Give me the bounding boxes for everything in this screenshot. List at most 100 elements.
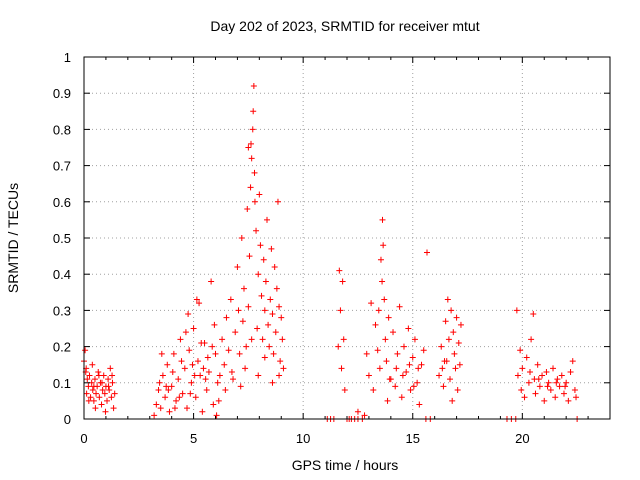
data-point	[336, 267, 343, 274]
data-point	[411, 336, 418, 343]
data-point	[273, 285, 280, 292]
data-point	[527, 368, 534, 375]
data-point	[341, 387, 348, 394]
data-point	[451, 350, 458, 357]
data-point	[238, 235, 245, 241]
y-tick-label: 0.3	[53, 303, 71, 318]
data-point	[186, 347, 193, 354]
data-point	[545, 379, 552, 386]
data-point	[441, 358, 448, 365]
data-point	[184, 405, 191, 412]
data-point	[266, 343, 273, 350]
y-tick-label: 0.6	[53, 195, 71, 210]
data-point	[376, 365, 383, 372]
data-point	[375, 307, 382, 314]
data-point	[403, 368, 410, 375]
y-tick-label: 0.4	[53, 267, 71, 282]
data-point	[107, 365, 114, 372]
data-point	[105, 383, 112, 390]
data-point	[91, 376, 98, 383]
data-point	[370, 387, 377, 394]
data-point	[530, 311, 537, 318]
data-point	[232, 329, 239, 336]
data-point	[200, 365, 207, 372]
data-point	[261, 354, 268, 361]
data-point	[227, 296, 234, 303]
data-point	[244, 206, 251, 213]
data-point	[165, 387, 172, 394]
data-point	[340, 336, 347, 343]
data-point	[175, 376, 182, 383]
data-point	[99, 387, 106, 394]
data-point	[162, 394, 169, 401]
data-point	[368, 300, 375, 307]
data-point	[236, 350, 243, 357]
data-point	[386, 376, 393, 383]
data-point	[442, 318, 449, 325]
data-point	[95, 372, 102, 379]
data-point	[111, 390, 118, 397]
data-point	[535, 376, 542, 383]
y-tick-label: 0.5	[53, 231, 71, 246]
data-point	[248, 140, 255, 147]
data-point	[445, 336, 452, 343]
data-point	[193, 296, 200, 303]
data-point	[416, 401, 423, 408]
data-point	[188, 379, 195, 386]
data-point	[406, 361, 413, 368]
data-point	[361, 412, 368, 419]
data-point	[280, 365, 287, 372]
data-point	[547, 387, 554, 394]
data-point	[239, 318, 246, 325]
data-point	[90, 383, 97, 390]
data-point	[365, 372, 372, 379]
data-point	[456, 361, 463, 368]
data-point	[176, 394, 183, 401]
data-point	[372, 321, 379, 328]
data-point	[383, 358, 390, 365]
x-axis-label: GPS time / hours	[292, 457, 399, 473]
data-point	[379, 278, 386, 285]
data-point	[155, 387, 162, 394]
data-points	[81, 82, 581, 422]
data-point	[382, 336, 389, 343]
y-tick-label: 1	[64, 50, 71, 65]
data-point	[182, 329, 189, 336]
data-point	[248, 336, 255, 343]
data-point	[398, 394, 405, 401]
data-point	[250, 82, 257, 89]
data-point	[109, 379, 116, 386]
data-point	[163, 383, 170, 390]
data-point	[270, 350, 277, 357]
data-point	[250, 108, 257, 115]
data-point	[256, 191, 263, 198]
data-point	[532, 390, 539, 397]
data-point	[108, 394, 115, 401]
data-point	[90, 397, 97, 404]
data-point	[418, 361, 425, 368]
data-point	[276, 303, 283, 310]
x-tick-label: 20	[515, 431, 529, 446]
data-point	[518, 387, 525, 394]
data-point	[110, 405, 117, 412]
data-point	[385, 314, 392, 321]
data-point	[240, 285, 247, 292]
data-point	[444, 296, 451, 303]
data-point	[262, 278, 269, 285]
data-point	[106, 387, 113, 394]
data-point	[272, 329, 279, 336]
data-point	[181, 365, 188, 372]
data-point	[377, 256, 384, 263]
data-point	[390, 329, 397, 336]
data-point	[169, 368, 176, 375]
data-point	[410, 383, 417, 390]
data-point	[85, 397, 92, 404]
data-point	[569, 358, 576, 365]
data-point	[393, 365, 400, 372]
data-point	[447, 376, 454, 383]
data-point	[457, 321, 464, 328]
data-point	[438, 343, 445, 350]
data-point	[82, 347, 89, 354]
data-point	[550, 365, 557, 372]
data-point	[573, 394, 580, 401]
